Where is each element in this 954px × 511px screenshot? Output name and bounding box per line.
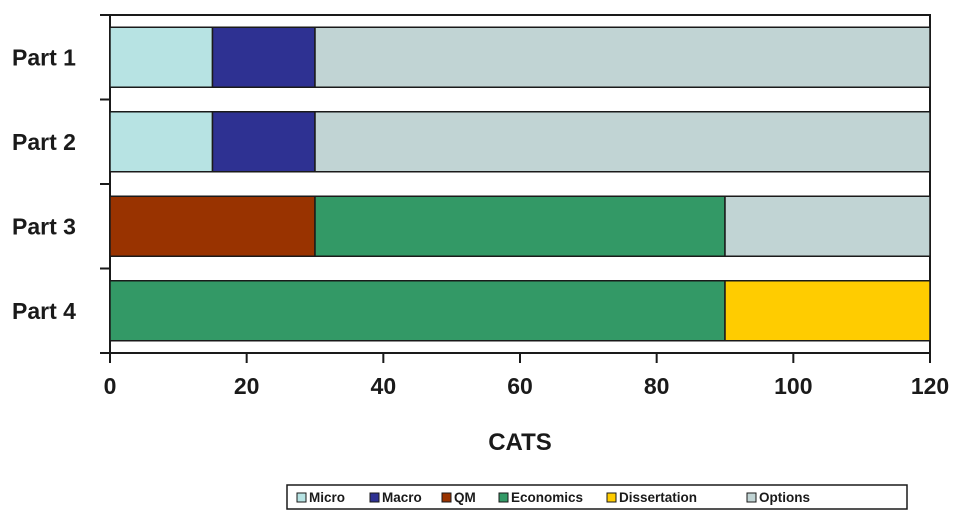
x-axis-ticks: 0 20 40 60 80 100 120 [104,353,949,399]
bar-segment [211,111,316,173]
bar-segment [109,111,214,173]
bar-segment [724,195,931,257]
legend-swatch [746,492,757,503]
legend-swatch [296,492,307,503]
bars [109,26,931,342]
bar-segment [109,195,316,257]
category-label: Part 2 [12,129,76,155]
legend-swatch [441,492,452,503]
x-tick-label: 120 [911,373,949,399]
bar-segment [314,195,726,257]
legend-box [286,484,908,510]
bar-segment [314,111,931,173]
legend-swatch [369,492,380,503]
legend-label: Options [759,490,810,505]
x-tick-label: 40 [371,373,397,399]
x-tick-label: 0 [104,373,117,399]
bar-segment [211,26,316,88]
legend-label: Macro [382,490,422,505]
legend-label: QM [454,490,476,505]
category-label: Part 4 [12,298,76,324]
legend-label: Micro [309,490,345,505]
legend-swatch [498,492,509,503]
category-label: Part 1 [12,44,76,70]
legend-label: Dissertation [619,490,697,505]
bar-segment [314,26,931,88]
bar-segment [109,280,726,342]
x-tick-label: 100 [774,373,812,399]
category-labels: Part 1 Part 2 Part 3 Part 4 [12,44,76,324]
x-tick-label: 60 [507,373,533,399]
legend: Micro Macro QM Economics Dissertation Options [286,484,908,510]
legend-label: Economics [511,490,583,505]
bar-segment [109,26,214,88]
x-tick-label: 20 [234,373,260,399]
x-axis-title: CATS [488,429,552,456]
legend-swatch [606,492,617,503]
category-label: Part 3 [12,213,76,239]
bar-segment [724,280,931,342]
x-tick-label: 80 [644,373,670,399]
